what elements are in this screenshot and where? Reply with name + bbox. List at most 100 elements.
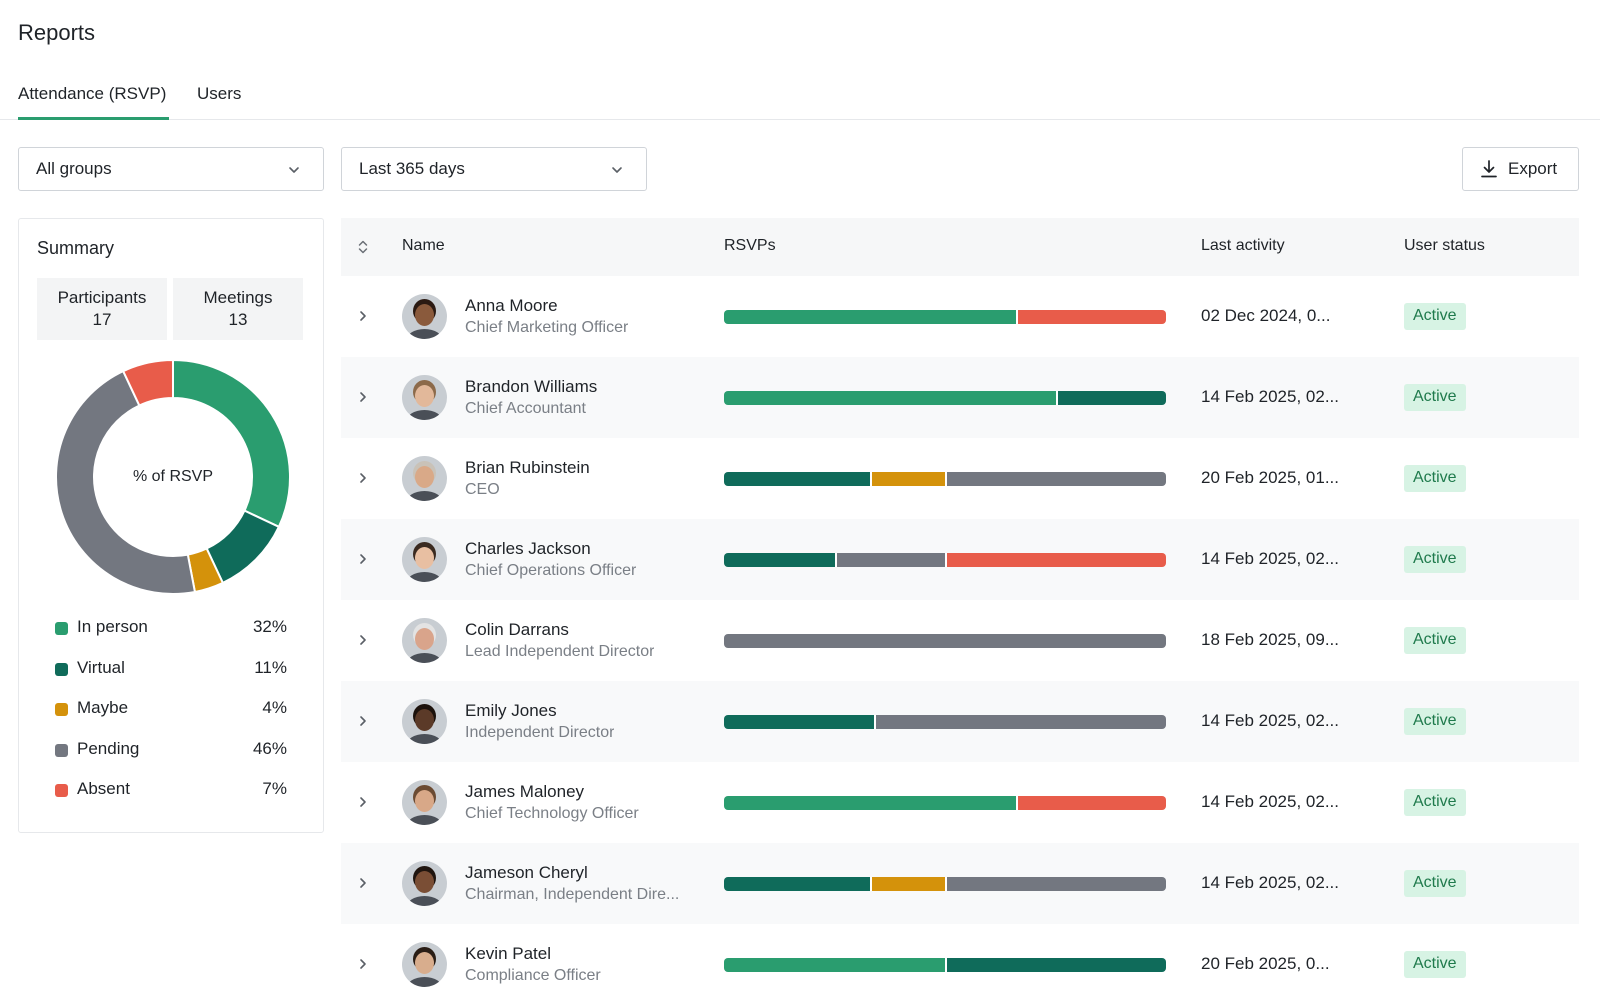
table-body: Anna Moore Chief Marketing Officer 02 De…	[341, 276, 1579, 1005]
legend-item-maybe: Maybe 4%	[55, 694, 287, 735]
rsvp-segment-virtual	[724, 472, 870, 486]
table-row[interactable]: Emily Jones Independent Director 14 Feb …	[341, 681, 1579, 762]
tab-users[interactable]: Users	[197, 84, 242, 103]
table-row[interactable]: Kevin Patel Compliance Officer 20 Feb 20…	[341, 924, 1579, 1005]
legend-label: Absent	[77, 779, 130, 798]
chevron-right-icon[interactable]	[356, 633, 370, 647]
meetings-value: 13	[228, 310, 248, 329]
chevron-right-icon[interactable]	[356, 471, 370, 485]
legend-label: Pending	[77, 738, 140, 758]
rsvp-bar	[724, 472, 1166, 486]
legend-label: Maybe	[77, 698, 129, 717]
legend-swatch	[55, 743, 68, 757]
user-name: Charles Jackson	[465, 539, 591, 558]
tab-attendance[interactable]: Attendance (RSVP)	[18, 84, 169, 120]
rsvp-segment-in-person	[724, 958, 945, 972]
table-row[interactable]: Charles Jackson Chief Operations Officer…	[341, 519, 1579, 600]
last-activity: 14 Feb 2025, 02...	[1201, 387, 1339, 406]
user-role: Chief Accountant	[465, 400, 586, 417]
column-header-user-status[interactable]: User status	[1404, 237, 1485, 254]
avatar	[402, 375, 447, 420]
rsvp-bar	[724, 877, 1166, 891]
legend-swatch	[55, 622, 68, 635]
participants-label: Participants	[57, 288, 147, 307]
user-role: CEO	[465, 481, 500, 498]
chevron-right-icon[interactable]	[356, 876, 370, 890]
avatar-illustration	[402, 456, 447, 501]
column-header-last-activity[interactable]: Last activity	[1201, 237, 1285, 254]
table-row[interactable]: Brandon Williams Chief Accountant 14 Feb…	[341, 357, 1579, 438]
chevron-right-icon[interactable]	[356, 390, 370, 404]
column-header-rsvps[interactable]: RSVPs	[724, 237, 776, 254]
donut-center-label: % of RSVP	[132, 468, 214, 485]
table-row[interactable]: Brian Rubinstein CEO 20 Feb 2025, 01... …	[341, 438, 1579, 519]
rsvp-donut-chart: % of RSVP	[53, 357, 293, 597]
user-name: Jameson Cheryl	[465, 863, 588, 882]
table-row[interactable]: Colin Darrans Lead Independent Director …	[341, 600, 1579, 681]
status-badge: Active	[1404, 303, 1466, 330]
chevron-right-icon[interactable]	[356, 552, 370, 566]
rsvp-bar	[724, 553, 1166, 567]
last-activity: 18 Feb 2025, 09...	[1201, 630, 1339, 649]
rsvp-segment-maybe	[869, 877, 945, 891]
legend-swatch	[55, 784, 68, 797]
rsvp-bar	[724, 310, 1166, 324]
rsvp-segment-maybe	[869, 472, 945, 486]
last-activity: 14 Feb 2025, 02...	[1201, 873, 1339, 892]
legend-item-virtual: Virtual 11%	[55, 654, 287, 695]
rsvp-bar	[724, 958, 1166, 972]
status-badge: Active	[1404, 465, 1466, 492]
avatar	[402, 780, 447, 825]
chevron-right-icon[interactable]	[356, 714, 370, 728]
rsvp-segment-pending	[834, 553, 945, 567]
rsvp-segment-pending	[944, 877, 1166, 891]
user-role: Chief Marketing Officer	[465, 319, 629, 336]
donut-svg	[55, 358, 291, 595]
table-header: Name RSVPs Last activity User status	[341, 218, 1579, 276]
table-row[interactable]: Anna Moore Chief Marketing Officer 02 De…	[341, 276, 1579, 357]
legend-swatch	[55, 662, 68, 676]
legend-label: In person	[77, 617, 148, 636]
rsvp-segment-in-person	[724, 310, 1016, 324]
chevron-right-icon[interactable]	[356, 957, 370, 971]
chevron-right-icon[interactable]	[356, 309, 370, 323]
table-row[interactable]: James Maloney Chief Technology Officer 1…	[341, 762, 1579, 843]
user-name: Kevin Patel	[465, 944, 551, 963]
rsvp-bar	[724, 391, 1166, 405]
rsvp-segment-absent	[1015, 796, 1166, 810]
status-badge: Active	[1404, 627, 1466, 654]
period-select[interactable]: Last 365 days	[341, 147, 647, 191]
table-row[interactable]: Jameson Cheryl Chairman, Independent Dir…	[341, 843, 1579, 924]
rsvp-segment-pending	[874, 715, 1166, 729]
attendance-table: Name RSVPs Last activity User status Ann…	[341, 218, 1579, 1005]
group-select[interactable]: All groups	[18, 147, 324, 191]
group-select-value: All groups	[36, 159, 112, 178]
rsvp-bar	[724, 715, 1166, 729]
legend-percent: 32%	[252, 617, 287, 636]
rsvp-bar	[724, 634, 1166, 648]
chevron-right-icon[interactable]	[356, 795, 370, 809]
rsvp-segment-virtual	[724, 715, 875, 729]
column-header-name[interactable]: Name	[402, 237, 445, 254]
export-button[interactable]: Export	[1462, 147, 1579, 191]
status-badge: Active	[1404, 384, 1466, 411]
status-badge: Active	[1404, 789, 1466, 816]
donut-slice-pending	[55, 369, 197, 595]
avatar-illustration	[402, 375, 447, 420]
meetings-label: Meetings	[203, 288, 273, 307]
download-icon	[1481, 160, 1497, 178]
status-badge: Active	[1404, 870, 1466, 897]
user-name: Colin Darrans	[465, 620, 569, 639]
sort-icon[interactable]	[356, 239, 370, 255]
last-activity: 02 Dec 2024, 0...	[1201, 306, 1331, 325]
avatar-illustration	[402, 942, 447, 987]
user-role: Chief Technology Officer	[465, 805, 639, 822]
avatar-illustration	[402, 699, 447, 744]
tab-bar: Attendance (RSVP) Users	[0, 80, 1600, 120]
legend-item-in-person: In person 32%	[55, 613, 287, 654]
rsvp-segment-absent	[1015, 310, 1166, 324]
status-badge: Active	[1404, 708, 1466, 735]
rsvp-segment-virtual	[1055, 391, 1166, 405]
summary-title: Summary	[37, 238, 115, 258]
export-label: Export	[1508, 159, 1558, 178]
